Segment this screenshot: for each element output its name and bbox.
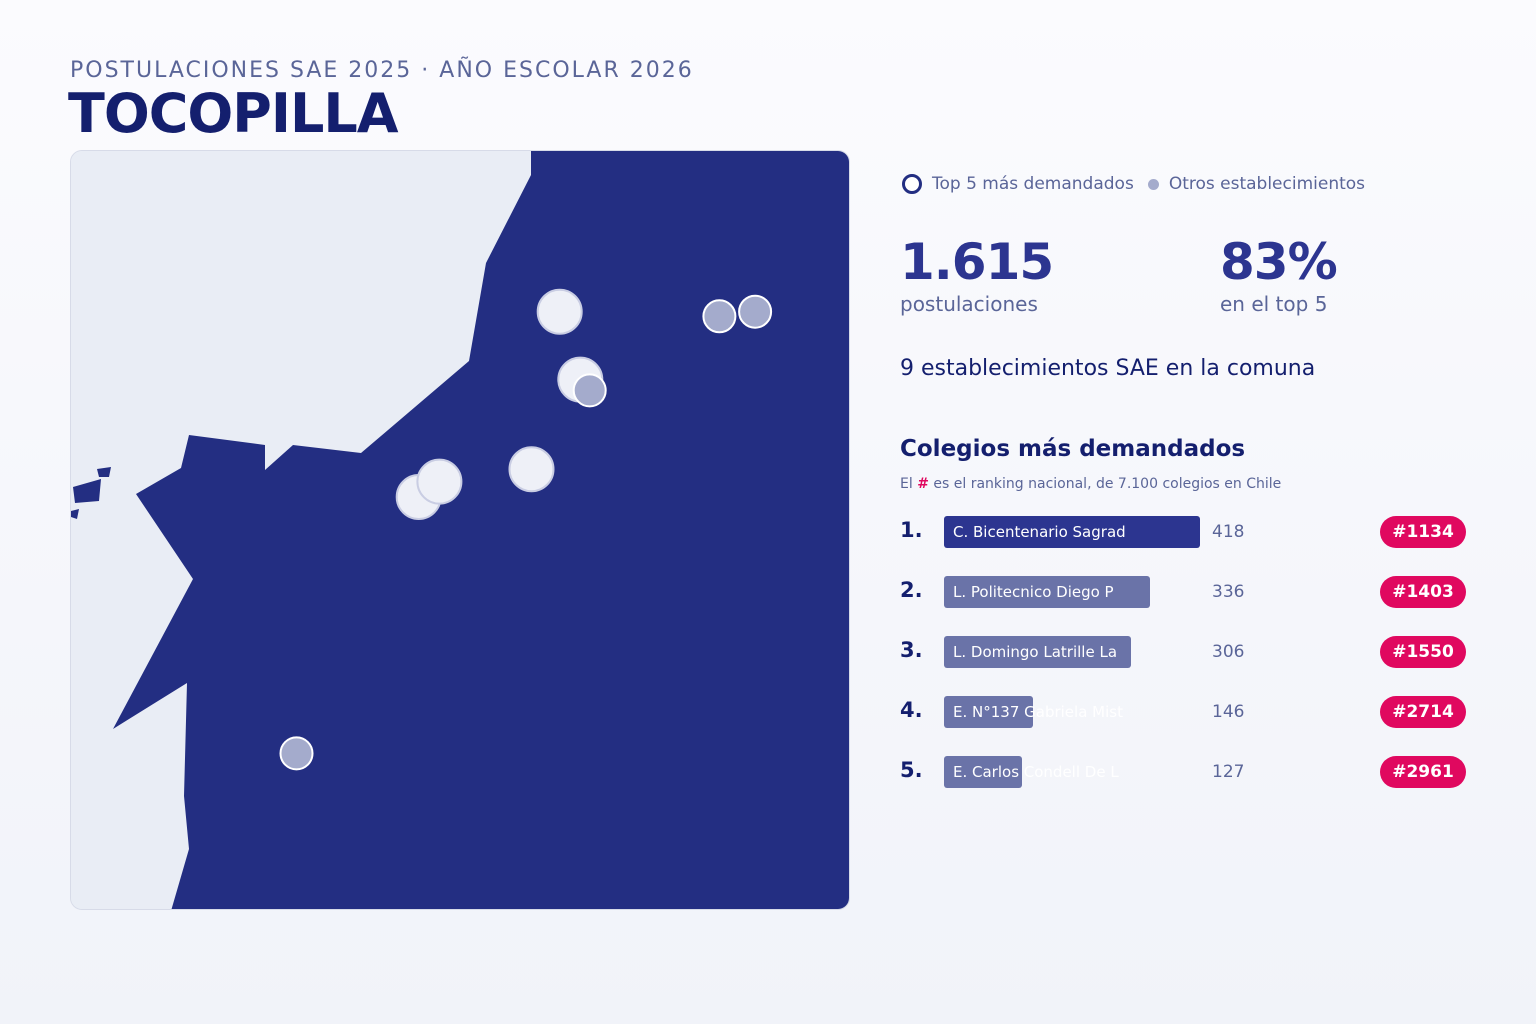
page-kicker: POSTULACIONES SAE 2025 · AÑO ESCOLAR 202… <box>70 58 694 83</box>
national-rank-badge: #2961 <box>1380 756 1466 788</box>
map-legend: Top 5 más demandados Otros establecimien… <box>902 174 1365 194</box>
top5-school-marker[interactable] <box>416 458 463 505</box>
demand-bar-track: L. Politecnico Diego P <box>944 576 1200 608</box>
land-area <box>113 151 849 909</box>
other-school-marker[interactable] <box>572 373 607 408</box>
map-canvas[interactable] <box>71 151 850 910</box>
establishments-count: 9 establecimientos SAE en la comuna <box>900 356 1316 381</box>
application-count: 146 <box>1212 702 1245 722</box>
school-markers <box>279 288 773 771</box>
rank-position: 4. <box>900 698 923 722</box>
ranking-title: Colegios más demandados <box>900 436 1246 462</box>
top5-share-stat: 83% en el top 5 <box>1220 232 1338 316</box>
application-count: 306 <box>1212 642 1245 662</box>
other-legend-marker <box>1147 178 1159 190</box>
commune-map[interactable] <box>70 150 850 910</box>
application-count: 418 <box>1212 522 1245 542</box>
demand-bar-track: L. Domingo Latrille La <box>944 636 1200 668</box>
top5-share-value: 83% <box>1220 233 1338 291</box>
top5-school-marker[interactable] <box>536 288 583 335</box>
top5-share-label: en el top 5 <box>1220 292 1328 316</box>
national-rank-badge: #1550 <box>1380 636 1466 668</box>
application-count: 127 <box>1212 762 1245 782</box>
school-name: E. Carlos Condell De L <box>953 763 1119 781</box>
national-rank-badge: #2714 <box>1380 696 1466 728</box>
ranking-note-hash: # <box>917 476 929 492</box>
school-name: L. Domingo Latrille La <box>953 643 1118 661</box>
national-rank-badge: #1403 <box>1380 576 1466 608</box>
demand-bar <box>944 636 1131 668</box>
ranking-note: El # es el ranking nacional, de 7.100 co… <box>900 476 1281 492</box>
coastal-islet <box>97 467 111 477</box>
applications-label: postulaciones <box>900 292 1038 316</box>
rank-position: 1. <box>900 518 923 542</box>
ranking-row[interactable]: 2. L. Politecnico Diego P 336 #1403 <box>900 576 1470 608</box>
demand-bar <box>944 756 1022 788</box>
ranking-row[interactable]: 4. E. N°137 Gabriela Mist 146 #2714 <box>900 696 1470 728</box>
demand-bar-track: E. N°137 Gabriela Mist <box>944 696 1200 728</box>
rank-position: 3. <box>900 638 923 662</box>
ranking-row[interactable]: 5. E. Carlos Condell De L 127 #2961 <box>900 756 1470 788</box>
demand-bar <box>944 516 1200 548</box>
school-name: C. Bicentenario Sagrad <box>953 523 1126 541</box>
page-title: TOCOPILLA <box>68 82 399 145</box>
top5-legend-marker <box>902 174 922 194</box>
ranking-note-prefix: El <box>900 476 913 492</box>
application-count: 336 <box>1212 582 1245 602</box>
applications-value: 1.615 <box>900 233 1054 291</box>
top5-legend-label: Top 5 más demandados <box>932 174 1134 194</box>
other-school-marker[interactable] <box>738 294 773 329</box>
demand-bar <box>944 576 1150 608</box>
ranking-row[interactable]: 1. C. Bicentenario Sagrad 418 #1134 <box>900 516 1470 548</box>
coastal-islet <box>71 509 79 519</box>
applications-stat: 1.615 postulaciones <box>900 232 1054 316</box>
demand-bar-track: C. Bicentenario Sagrad <box>944 516 1200 548</box>
other-legend-label: Otros establecimientos <box>1168 174 1366 194</box>
ranking-row[interactable]: 3. L. Domingo Latrille La 306 #1550 <box>900 636 1470 668</box>
ranking-note-suffix: es el ranking nacional, de 7.100 colegio… <box>933 476 1282 492</box>
other-school-marker[interactable] <box>279 736 314 771</box>
demand-bar-track: E. Carlos Condell De L <box>944 756 1200 788</box>
top5-school-marker[interactable] <box>508 446 555 493</box>
other-school-marker[interactable] <box>702 299 737 334</box>
coastal-islet <box>73 479 101 503</box>
school-name: E. N°137 Gabriela Mist <box>953 703 1123 721</box>
rank-position: 2. <box>900 578 923 602</box>
demand-bar <box>944 696 1033 728</box>
school-name: L. Politecnico Diego P <box>953 583 1114 601</box>
national-rank-badge: #1134 <box>1380 516 1466 548</box>
rank-position: 5. <box>900 758 923 782</box>
